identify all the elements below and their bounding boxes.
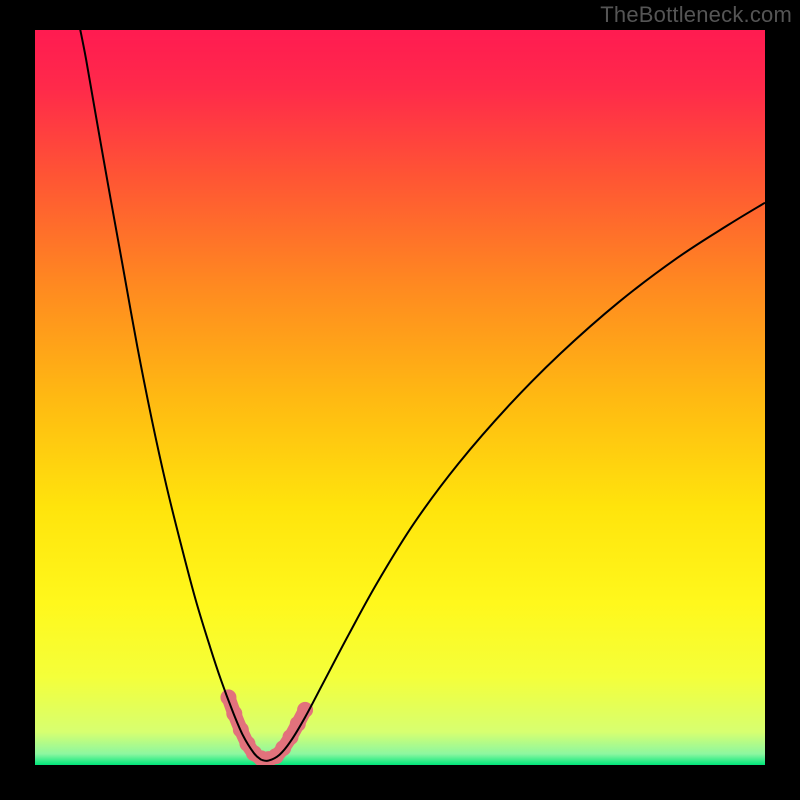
chart-stage: TheBottleneck.com	[0, 0, 800, 800]
attribution-text: TheBottleneck.com	[600, 2, 792, 28]
plot-background	[35, 30, 765, 765]
bottleneck-chart	[0, 0, 800, 800]
